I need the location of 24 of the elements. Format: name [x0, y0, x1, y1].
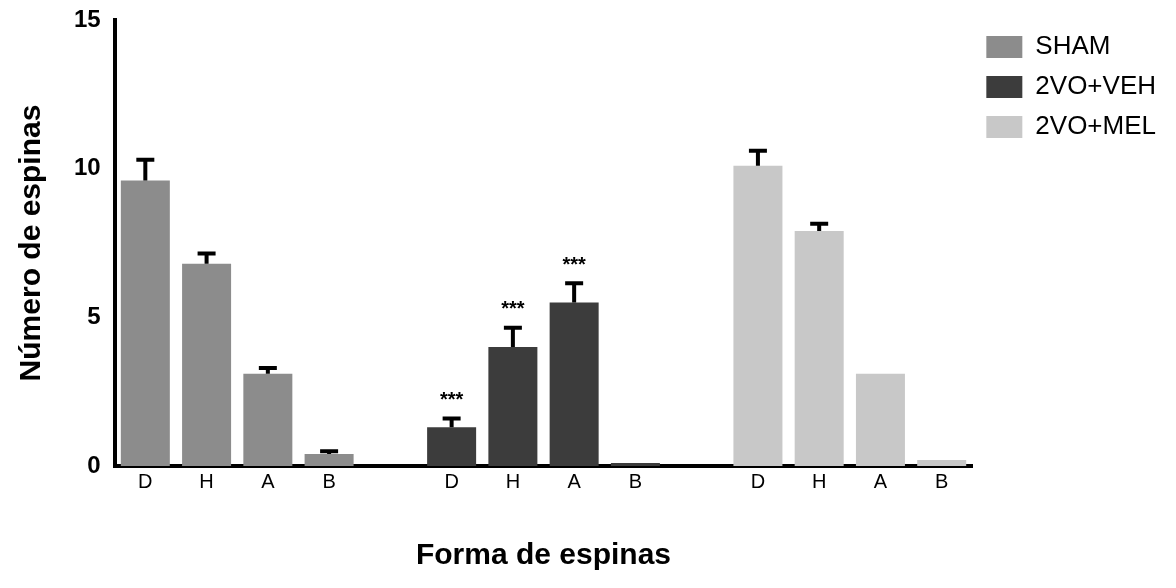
x-tick-label: D — [138, 469, 153, 492]
x-tick-label: H — [811, 469, 827, 492]
x-axis-title: Forma de espinas — [415, 537, 672, 571]
y-tick-label: 0 — [87, 450, 101, 478]
x-tick-label: B — [322, 469, 336, 492]
x-tick-label: D — [750, 469, 766, 492]
y-tick-label: 5 — [87, 301, 101, 329]
legend-label: 2VO+MEL — [1035, 110, 1156, 141]
data-label: *** — [501, 297, 525, 320]
x-tick-label: A — [873, 469, 888, 492]
x-tick-label: H — [199, 469, 214, 492]
legend-label: 2VO+VEH — [1035, 70, 1156, 101]
x-tick-label: B — [935, 469, 949, 492]
x-tick-label: D — [444, 469, 459, 492]
y-tick-label: 10 — [73, 153, 101, 181]
data-label: *** — [439, 387, 464, 410]
x-tick-label: A — [261, 469, 276, 492]
x-tick-label: H — [505, 469, 521, 492]
data-label: *** — [562, 252, 587, 275]
x-tick-label: A — [567, 469, 582, 492]
legend-label: SHAM — [1035, 30, 1111, 61]
y-axis-title: Número de espinas — [13, 104, 47, 382]
y-tick-label: 15 — [73, 4, 101, 32]
x-tick-label: B — [628, 469, 643, 492]
